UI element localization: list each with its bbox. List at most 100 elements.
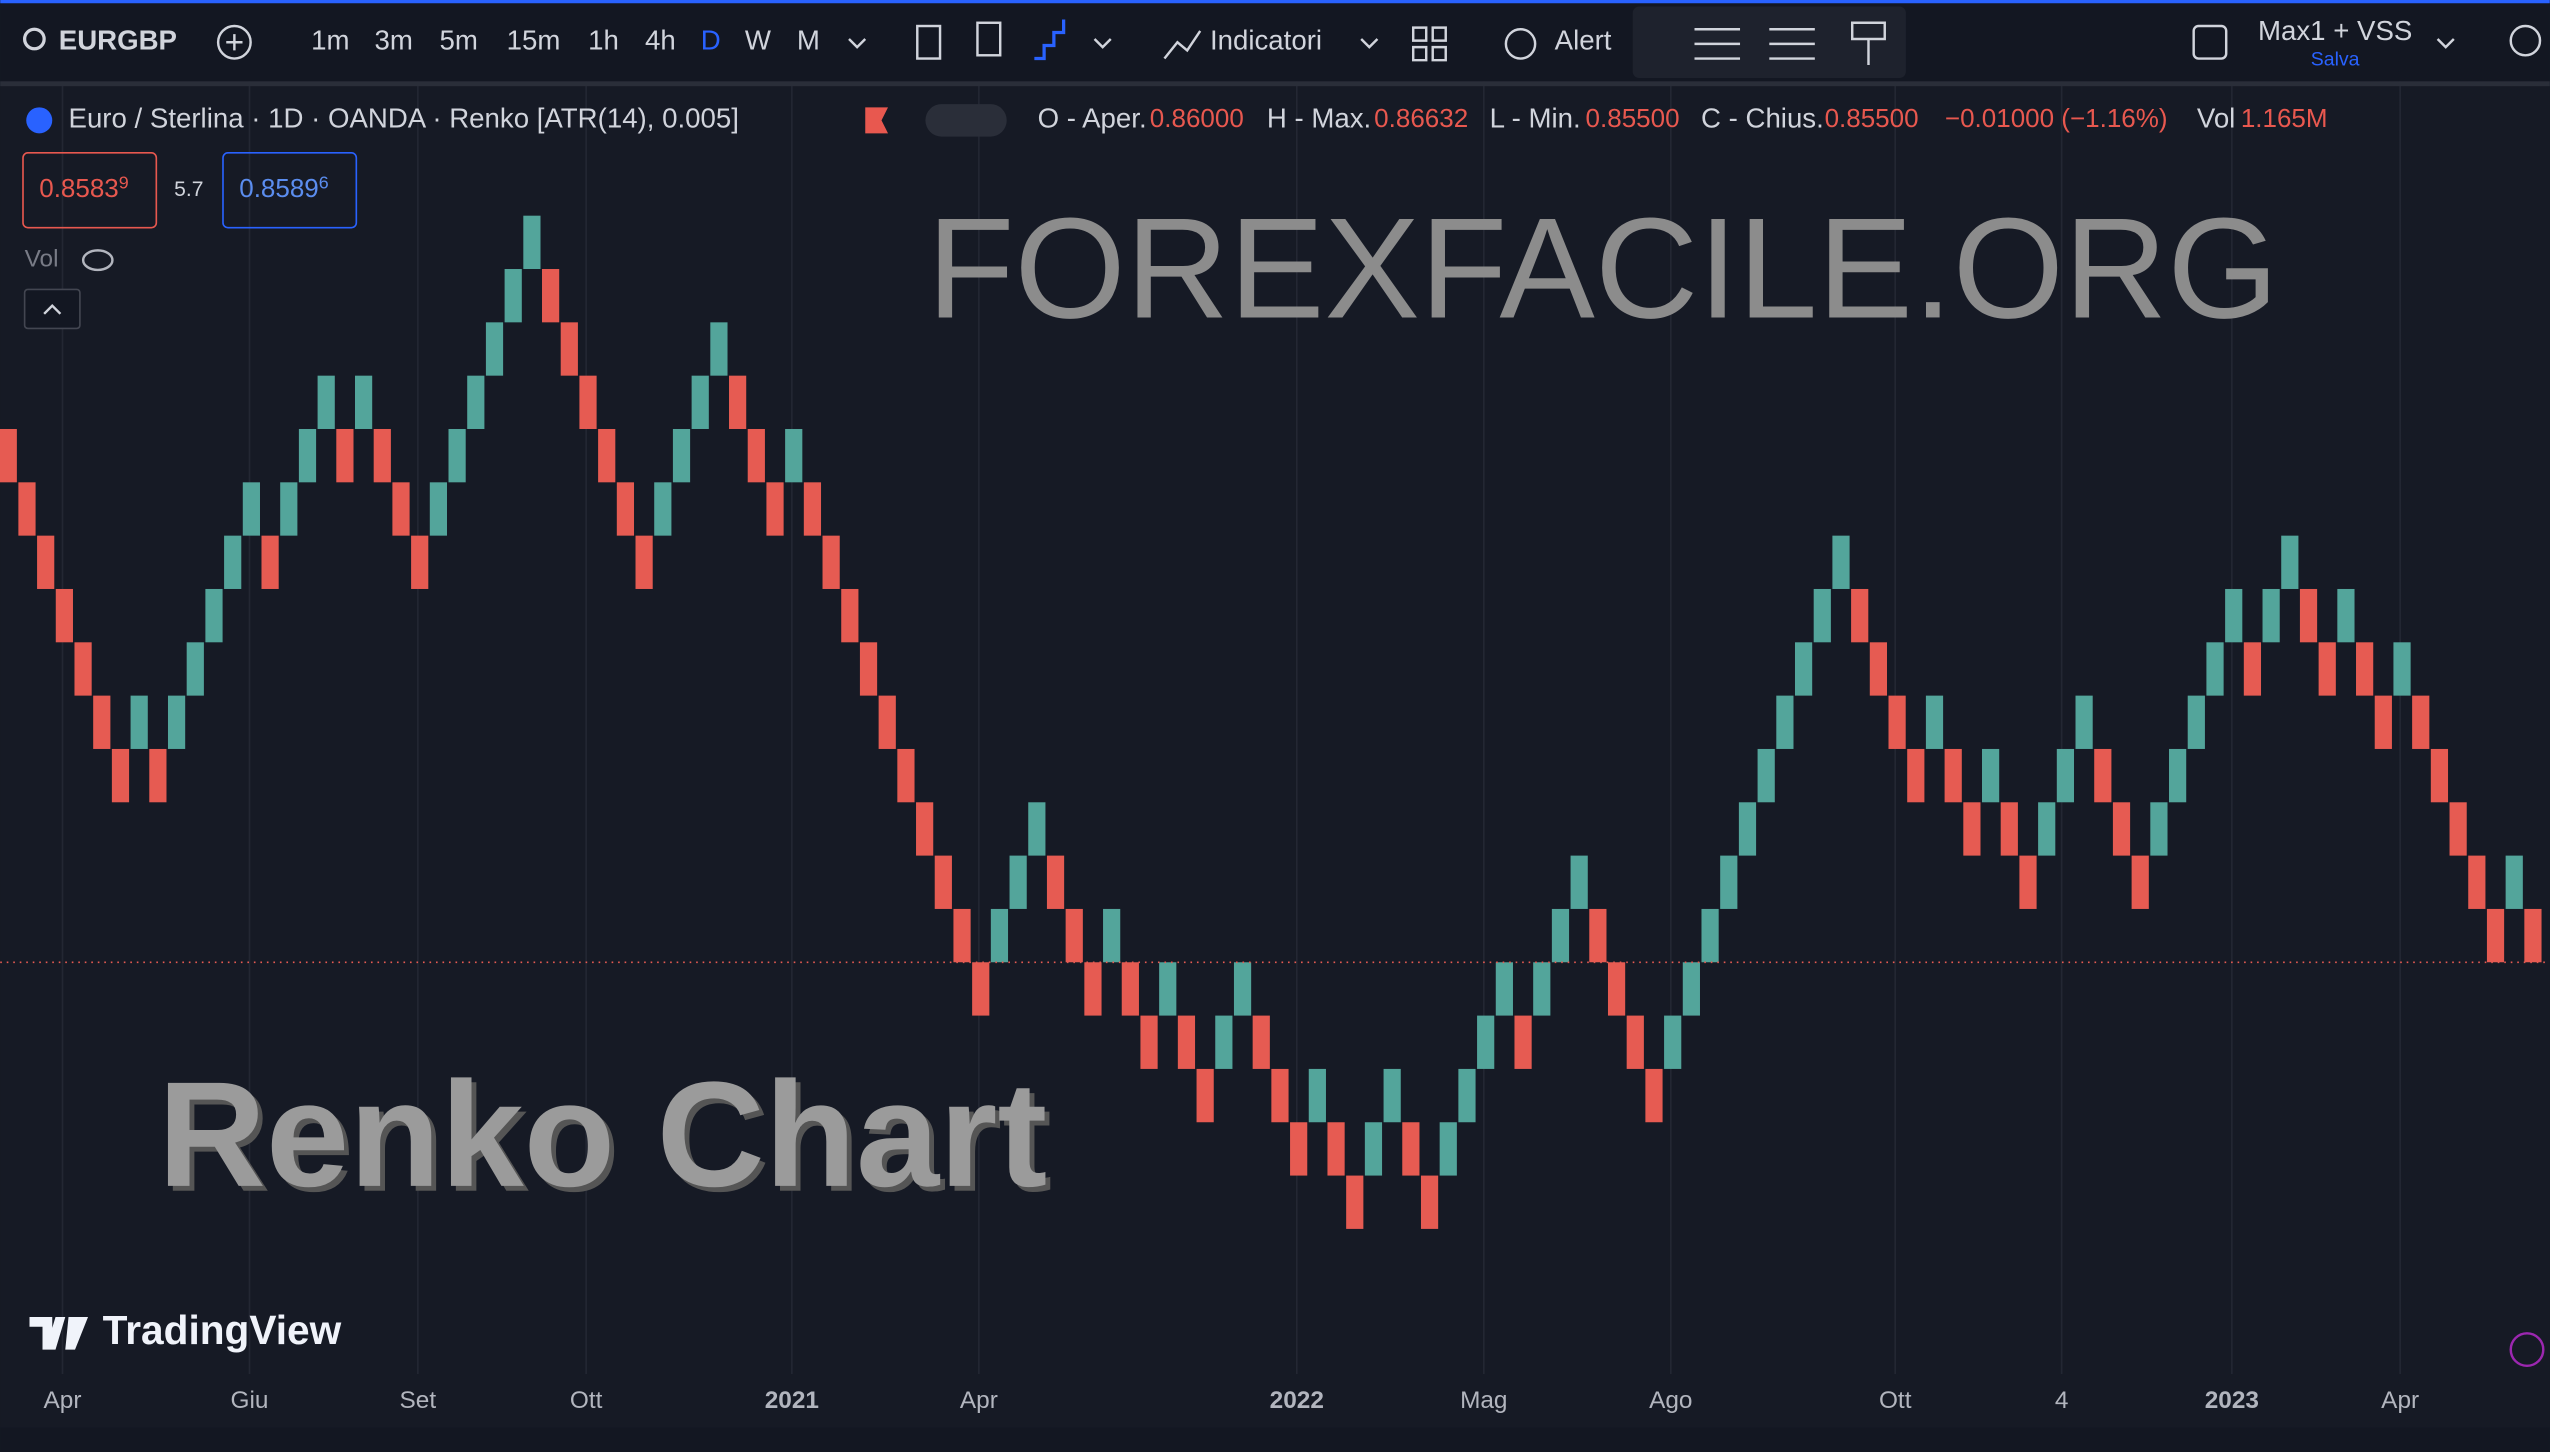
vol-indicator: Vol bbox=[25, 246, 59, 273]
brick bbox=[2131, 855, 2149, 909]
interval[interactable]: 15m bbox=[507, 25, 561, 56]
hide-icon[interactable] bbox=[81, 249, 114, 272]
brick bbox=[523, 215, 541, 270]
brick bbox=[1346, 1175, 1364, 1229]
collapse-button[interactable] bbox=[23, 288, 81, 330]
brick bbox=[1439, 1122, 1457, 1176]
brick bbox=[785, 428, 803, 483]
interval[interactable]: 1m bbox=[311, 25, 349, 56]
brick bbox=[1738, 802, 1757, 856]
interval-menu[interactable] bbox=[848, 38, 867, 49]
brick bbox=[2225, 588, 2243, 643]
chart-type-menu[interactable] bbox=[1093, 38, 1112, 49]
x-tick-label: Apr bbox=[2381, 1387, 2419, 1414]
brick bbox=[2038, 802, 2056, 856]
bars-icon[interactable] bbox=[976, 21, 1002, 57]
brick bbox=[2262, 588, 2280, 643]
brick bbox=[373, 428, 391, 483]
brick bbox=[729, 375, 747, 429]
layout-menu[interactable] bbox=[2436, 38, 2455, 49]
add-symbol[interactable] bbox=[216, 24, 252, 60]
brick bbox=[2393, 642, 2411, 696]
brick bbox=[1252, 1015, 1270, 1069]
x-tick-label: 2021 bbox=[765, 1387, 819, 1414]
brick bbox=[616, 482, 635, 536]
brick bbox=[2112, 802, 2131, 856]
interval[interactable]: 5m bbox=[440, 25, 478, 56]
layout-name[interactable]: Max1 + VSS bbox=[2258, 15, 2412, 46]
indicators[interactable]: Indicatori bbox=[1210, 25, 1322, 56]
brick bbox=[1514, 1015, 1532, 1069]
save[interactable]: Salva bbox=[2311, 48, 2360, 70]
layouts-icon[interactable] bbox=[1411, 26, 1447, 62]
brick bbox=[224, 535, 242, 589]
sell-price: 0.85839 bbox=[39, 172, 129, 203]
market-status bbox=[925, 104, 1007, 137]
buy-price: 0.85896 bbox=[239, 172, 329, 203]
interval[interactable]: 4h bbox=[645, 25, 676, 56]
brick bbox=[1402, 1122, 1420, 1176]
renko-icon[interactable] bbox=[1034, 19, 1066, 61]
brick bbox=[1065, 908, 1083, 963]
brand-watermark: TradingView bbox=[103, 1307, 342, 1353]
drawing-tools[interactable] bbox=[1694, 28, 1815, 60]
brick bbox=[93, 695, 111, 749]
brick bbox=[1869, 642, 1887, 696]
brick bbox=[411, 535, 429, 589]
x-tick-label: Apr bbox=[960, 1387, 998, 1414]
brick bbox=[2169, 748, 2187, 803]
search-icon[interactable] bbox=[22, 27, 46, 51]
brick bbox=[1495, 962, 1513, 1016]
quick-action[interactable] bbox=[2509, 1332, 2545, 1368]
x-tick-label: Giu bbox=[231, 1387, 269, 1414]
x-tick-label: Mag bbox=[1460, 1387, 1507, 1414]
x-axis: Apr Giu Set Ott 2021 Apr 2022 Mag Ago Ott 4 2023 Apr bbox=[44, 1387, 2420, 1414]
brick bbox=[1607, 962, 1626, 1016]
brick bbox=[1121, 962, 1139, 1016]
interval[interactable]: 1h bbox=[588, 25, 619, 56]
x-tick-label: Ott bbox=[1879, 1387, 1912, 1414]
layout-icon[interactable] bbox=[2192, 24, 2228, 60]
caption-watermark: Renko Chart bbox=[158, 1051, 1047, 1218]
paint-tool[interactable] bbox=[1851, 21, 1886, 66]
x-tick-label: Ott bbox=[570, 1387, 603, 1414]
brick bbox=[336, 428, 354, 483]
brick bbox=[803, 482, 822, 536]
brick bbox=[467, 375, 485, 429]
timer-icon[interactable] bbox=[2509, 24, 2542, 57]
brick bbox=[2056, 748, 2075, 803]
brick bbox=[916, 802, 934, 856]
brick bbox=[2505, 855, 2523, 909]
interval[interactable]: M bbox=[797, 25, 820, 56]
brick bbox=[579, 375, 597, 429]
symbol[interactable]: EURGBP bbox=[59, 25, 177, 56]
brick bbox=[1327, 1122, 1345, 1176]
brick bbox=[1271, 1068, 1289, 1123]
brick bbox=[37, 535, 55, 589]
brick bbox=[2524, 908, 2542, 963]
low-value: 0.85500 bbox=[1586, 103, 1680, 133]
brick bbox=[934, 855, 952, 909]
brick bbox=[0, 428, 17, 483]
interval[interactable]: D bbox=[701, 25, 721, 56]
brick bbox=[1290, 1122, 1308, 1176]
brick bbox=[598, 428, 616, 483]
brick bbox=[1551, 908, 1570, 963]
brick bbox=[2374, 695, 2392, 749]
candles-icon[interactable] bbox=[916, 24, 942, 60]
brick bbox=[2468, 855, 2486, 909]
brick bbox=[990, 908, 1009, 963]
alert[interactable]: Alert bbox=[1555, 25, 1612, 56]
buy-button[interactable] bbox=[222, 152, 358, 229]
brick bbox=[1963, 802, 1981, 856]
brick bbox=[560, 322, 578, 376]
sell-button[interactable] bbox=[22, 152, 158, 229]
brick bbox=[2356, 642, 2374, 696]
interval[interactable]: W bbox=[745, 25, 771, 56]
indicators-menu[interactable] bbox=[1360, 38, 1379, 49]
brick bbox=[672, 428, 691, 483]
x-tick-label: 2023 bbox=[2205, 1387, 2259, 1414]
brick bbox=[1981, 748, 2000, 803]
interval[interactable]: 3m bbox=[375, 25, 413, 56]
